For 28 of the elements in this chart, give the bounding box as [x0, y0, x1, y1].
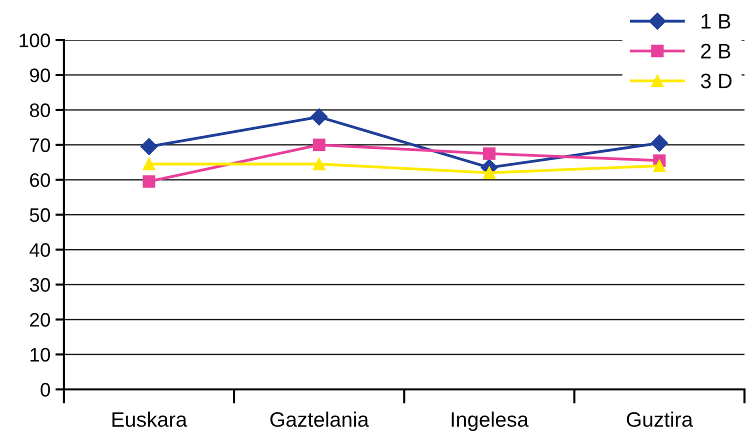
point [142, 158, 156, 170]
y-tick-label: 20 [30, 312, 50, 327]
y-tick-label: 30 [30, 278, 50, 292]
point [140, 138, 158, 156]
y-tick-label: 70 [30, 138, 50, 152]
point [312, 138, 326, 152]
x-tick-label: Guztira [626, 412, 693, 427]
legend-label: 3 D [700, 74, 732, 88]
y-tick-label: 100 [20, 34, 50, 48]
y-tick-label: 10 [30, 348, 50, 362]
y-tick-label: 80 [30, 103, 50, 118]
y-tick-label: 60 [30, 173, 50, 188]
point [653, 160, 666, 172]
x-tick-label: Gaztelania [270, 412, 369, 427]
legend-label: 1 B [702, 14, 730, 28]
x-tick-label: Ingelesa [452, 412, 529, 432]
point [650, 134, 668, 152]
y-tick-label: 0 [40, 382, 50, 397]
legend-label: 2 B [701, 44, 730, 58]
x-tick-label: Euskara [112, 412, 188, 427]
point [483, 166, 496, 180]
y-tick-label: 90 [30, 68, 50, 82]
point [142, 175, 156, 188]
point [312, 158, 326, 170]
point [310, 108, 328, 126]
y-tick-label: 50 [30, 208, 50, 222]
point [483, 147, 496, 160]
y-tick-label: 40 [30, 243, 50, 257]
